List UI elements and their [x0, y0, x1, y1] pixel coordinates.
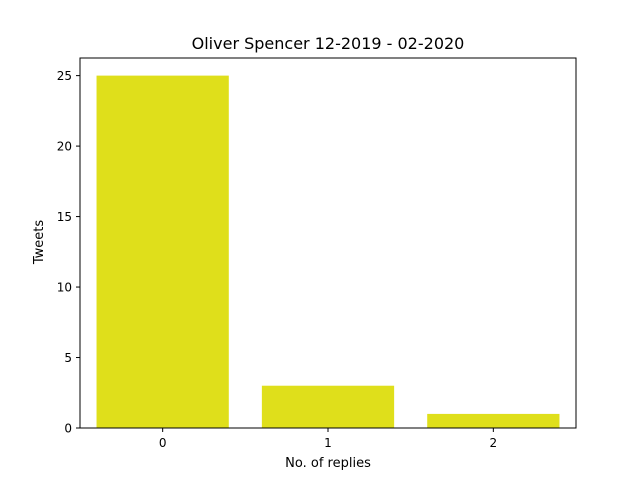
x-tick-label: 1 [324, 436, 332, 450]
bars-layer [96, 75, 560, 428]
y-tick-label: 0 [64, 422, 72, 436]
y-tick-label: 5 [64, 351, 72, 365]
y-axis-label: Tweets [32, 220, 47, 266]
plot-frame [79, 57, 577, 429]
y-tick-label: 25 [57, 69, 72, 83]
x-tick-label: 0 [159, 436, 167, 450]
y-tick-label: 10 [57, 281, 72, 295]
y-tick-label: 15 [57, 210, 72, 224]
y-ticks: 0 5 10 15 20 25 [57, 69, 80, 436]
bar-0 [96, 75, 229, 428]
x-axis-label: No. of replies [285, 456, 371, 471]
chart-title: Oliver Spencer 12-2019 - 02-2020 [192, 34, 465, 53]
x-ticks: 0 1 2 [159, 428, 497, 450]
x-tick-label: 2 [490, 436, 498, 450]
bar-1 [261, 385, 395, 428]
bar-2 [427, 413, 560, 428]
y-tick-label: 20 [57, 140, 72, 154]
